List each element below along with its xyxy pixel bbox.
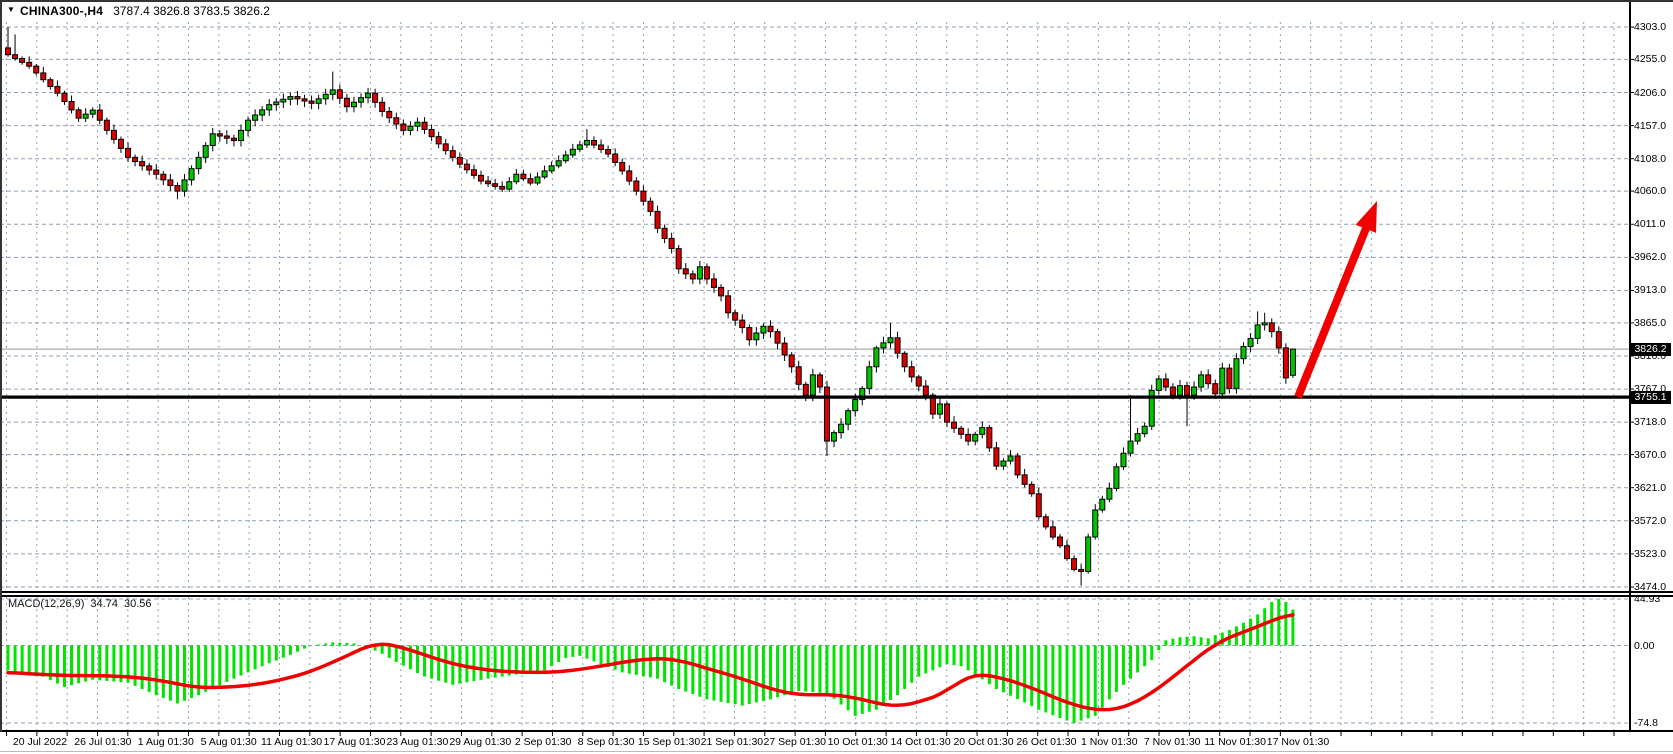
price-tick-label: 3621.0 — [1634, 481, 1667, 494]
macd-indicator-label: MACD(12,26,9) 34.74 30.56 — [8, 598, 157, 610]
price-tick-label: 3670.0 — [1634, 448, 1667, 461]
macd-signal-value: 30.56 — [123, 598, 152, 610]
symbol-period-label: CHINA300-,H4 — [20, 4, 104, 18]
time-axis-label: 15 Sep 01:30 — [637, 736, 701, 748]
price-tick-label: 3572.0 — [1634, 514, 1667, 527]
time-axis-label: 2 Sep 01:30 — [514, 736, 572, 748]
macd-histogram — [6, 598, 1295, 723]
price-tick-label: 3767.0 — [1634, 383, 1667, 396]
candlesticks — [5, 27, 1296, 586]
chart-title: CHINA300-,H4 3787.4 3826.8 3783.5 3826.2 — [20, 4, 270, 18]
time-axis-label: 26 Oct 01:30 — [1016, 736, 1077, 748]
time-axis-label: 7 Nov 01:30 — [1143, 736, 1201, 748]
price-tick-label: 4157.0 — [1634, 119, 1667, 132]
time-axis-label: 5 Aug 01:30 — [200, 736, 257, 748]
time-axis-label: 10 Oct 01:30 — [827, 736, 888, 748]
trend-arrow-head[interactable] — [1355, 201, 1377, 233]
time-axis-label: 11 Aug 01:30 — [261, 736, 323, 748]
price-tick-label: 4303.0 — [1634, 21, 1667, 33]
hline-price-badge: 3755.1 — [1630, 390, 1671, 404]
time-axis-label: 1 Nov 01:30 — [1080, 736, 1138, 748]
price-tick-label: 4011.0 — [1634, 218, 1666, 231]
price-tick-label: 4206.0 — [1634, 86, 1667, 99]
price-tick-label: 4108.0 — [1634, 152, 1667, 165]
time-axis-label: 20 Oct 01:30 — [953, 736, 1014, 748]
time-axis-label: 26 Jul 01:30 — [74, 736, 132, 748]
time-axis-label: 8 Sep 01:30 — [577, 736, 635, 748]
current-price-badge: 3826.2 — [1630, 342, 1671, 356]
price-tick-label: 3962.0 — [1634, 251, 1667, 264]
price-tick-label: 4255.0 — [1634, 53, 1667, 66]
symbol-dropdown-icon[interactable]: ▼ — [7, 5, 15, 14]
ohlc-values: 3787.4 3826.8 3783.5 3826.2 — [113, 4, 270, 18]
price-tick-label: 3523.0 — [1634, 547, 1667, 560]
time-axis-label: 11 Nov 01:30 — [1204, 736, 1266, 748]
macd-signal-line — [6, 613, 1295, 712]
time-axis-label: 27 Sep 01:30 — [763, 736, 827, 748]
time-axis-label: 14 Oct 01:30 — [890, 736, 951, 748]
macd-tick-label: 0.00 — [1634, 639, 1655, 652]
price-tick-label: 3865.0 — [1634, 316, 1667, 329]
time-axis-label: 17 Nov 01:30 — [1266, 736, 1330, 748]
macd-tick-label: -74.8 — [1634, 716, 1658, 729]
macd-name: MACD(12,26,9) — [8, 598, 85, 610]
time-axis-label: 21 Sep 01:30 — [700, 736, 764, 748]
time-axis-label: 23 Aug 01:30 — [386, 736, 449, 748]
trend-arrow-shaft[interactable] — [1294, 221, 1372, 399]
price-tick-label: 3913.0 — [1634, 284, 1667, 297]
time-axis-label: 20 Jul 2022 — [12, 736, 68, 748]
macd-tick-label: 44.93 — [1634, 592, 1661, 605]
price-tick-label: 3718.0 — [1634, 416, 1667, 429]
time-axis-label: 29 Aug 01:30 — [449, 736, 512, 748]
price-tick-label: 4060.0 — [1634, 185, 1667, 198]
time-axis-label: 1 Aug 01:30 — [137, 736, 194, 748]
time-axis-label: 17 Aug 01:30 — [323, 736, 386, 748]
price-tick-label: 3816.0 — [1634, 349, 1667, 362]
price-tick-label: 3474.0 — [1634, 581, 1667, 593]
macd-main-value: 34.74 — [90, 598, 118, 610]
